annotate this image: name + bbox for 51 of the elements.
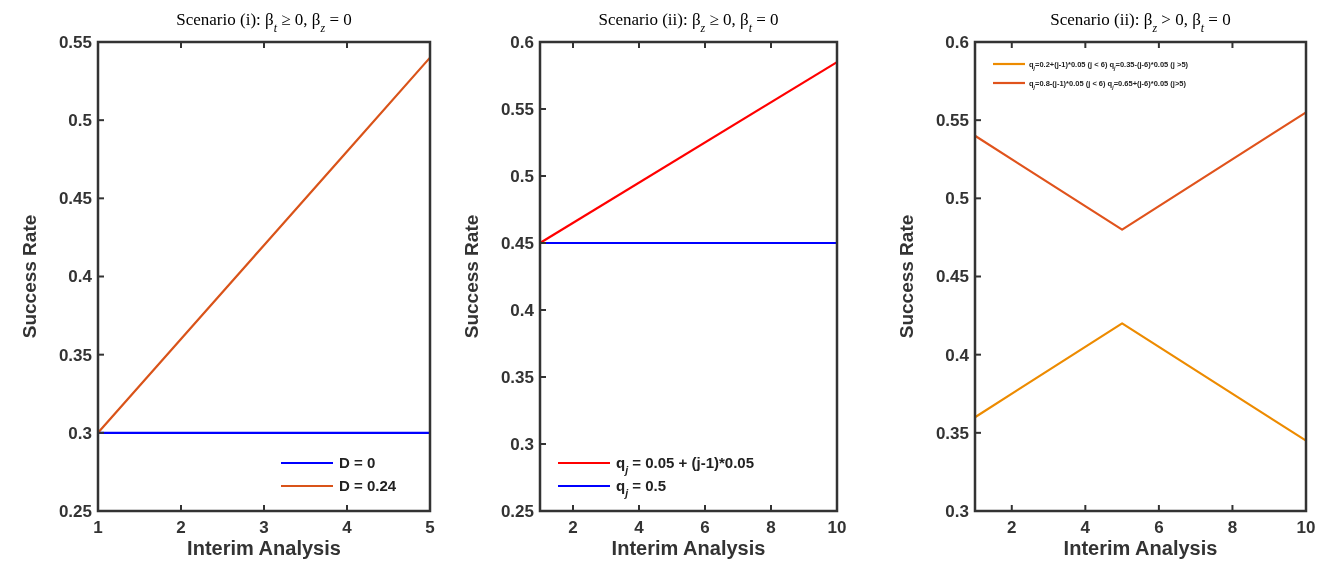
x-tick-label: 8 — [1227, 518, 1238, 537]
x-axis-title: Interim Analysis — [187, 537, 341, 559]
y-tick-label: 0.35 — [500, 367, 534, 387]
x-tick-label: 6 — [700, 518, 710, 537]
y-tick-label: 0.4 — [945, 345, 970, 365]
x-tick-label: 4 — [634, 518, 645, 537]
x-tick-label: 10 — [827, 518, 847, 537]
y-tick-label: 0.3 — [68, 423, 92, 443]
y-tick-label: 0.5 — [945, 189, 969, 209]
y-tick-label: 0.25 — [58, 501, 92, 521]
y-tick-label: 0.55 — [58, 32, 92, 52]
x-axis-title: Interim Analysis — [611, 537, 766, 559]
y-tick-label: 0.25 — [500, 501, 534, 521]
legend-label: q$_{j}$ = 0.05 + (j-1)*0.05 — [616, 454, 755, 477]
y-tick-label: 0.3 — [945, 501, 969, 521]
chart-title: Scenario (ii): β$_{z}$ > 0, β$_{t}$ = 0 — [1050, 10, 1231, 35]
y-axis-title: Success Rate — [19, 214, 40, 339]
y-tick-label: 0.5 — [510, 166, 534, 186]
x-tick-label: 4 — [1080, 518, 1091, 537]
chart-title: Scenario (i): β$_{t}$ ≥ 0, β$_{z}$ = 0 — [176, 10, 352, 35]
y-tick-label: 0.4 — [510, 300, 535, 320]
x-tick-label: 6 — [1154, 518, 1164, 537]
y-tick-label: 0.45 — [935, 267, 969, 287]
chart-title: Scenario (ii): β$_{z}$ ≥ 0, β$_{t}$ = 0 — [598, 10, 779, 35]
y-tick-label: 0.35 — [58, 345, 92, 365]
line-series — [96, 56, 432, 434]
legend-label: q$_{j}$ = 0.5 — [616, 477, 667, 500]
y-tick-label: 0.4 — [68, 267, 93, 287]
y-tick-label: 0.5 — [68, 111, 92, 131]
y-tick-label: 0.6 — [510, 32, 534, 52]
y-tick-label: 0.45 — [500, 233, 534, 253]
y-axis-title: Success Rate — [896, 214, 917, 339]
x-axis-title: Interim Analysis — [1063, 537, 1218, 559]
y-tick-label: 0.35 — [935, 423, 969, 443]
x-tick-label: 2 — [176, 518, 186, 537]
y-tick-label: 0.45 — [58, 189, 92, 209]
y-tick-label: 0.55 — [500, 99, 534, 119]
x-tick-label: 1 — [93, 518, 103, 537]
x-tick-label: 2 — [568, 518, 578, 537]
y-axis-title: Success Rate — [461, 214, 482, 339]
x-tick-label: 3 — [259, 518, 269, 537]
legend-label: D = 0.24 — [339, 477, 397, 495]
x-tick-label: 5 — [425, 518, 435, 537]
legend-label: D = 0 — [339, 454, 376, 472]
x-tick-label: 2 — [1007, 518, 1017, 537]
y-tick-label: 0.55 — [935, 111, 969, 131]
x-tick-label: 8 — [766, 518, 776, 537]
x-tick-label: 4 — [342, 518, 353, 537]
y-tick-label: 0.6 — [945, 32, 969, 52]
x-tick-label: 10 — [1296, 518, 1316, 537]
y-tick-label: 0.3 — [510, 434, 534, 454]
